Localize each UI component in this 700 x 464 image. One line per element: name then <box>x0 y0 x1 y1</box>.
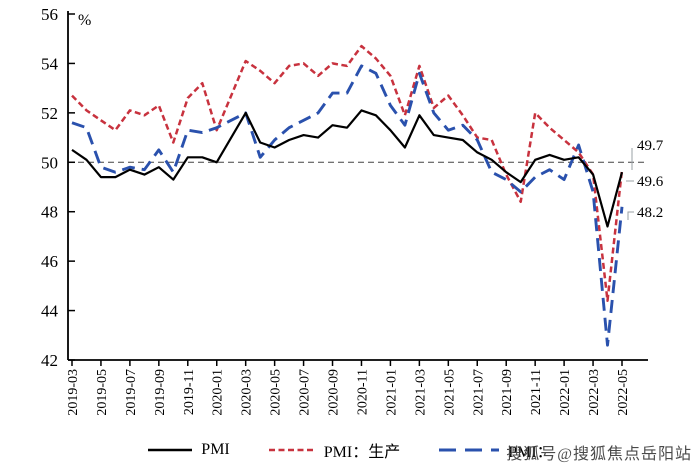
x-tick-label: 2020-03 <box>240 369 255 416</box>
end-value-label-2: 48.2 <box>637 205 663 221</box>
x-tick-label: 2022-01 <box>558 369 573 416</box>
y-tick-label: 42 <box>41 351 58 370</box>
x-tick-label: 2020-01 <box>211 369 226 416</box>
legend-sample-pmi-line <box>148 448 193 452</box>
x-tick-label: 2021-05 <box>442 369 457 416</box>
x-tick-label: 2019-11 <box>182 369 197 415</box>
watermark-text: 搜狐号@搜狐焦点岳阳站 <box>506 446 692 463</box>
series-line-1 <box>71 44 624 302</box>
leader-line-neworders <box>627 211 634 220</box>
x-tick-label: 2021-09 <box>500 369 515 416</box>
x-tick-label: 2020-07 <box>298 369 313 416</box>
y-tick-label: 50 <box>41 153 58 172</box>
x-tick-label: 2022-05 <box>616 369 631 416</box>
x-tick-label: 2019-05 <box>95 369 110 416</box>
y-tick-label: 54 <box>41 54 59 73</box>
end-value-label-0: 49.7 <box>637 138 664 154</box>
x-tick-label: 2019-09 <box>153 369 168 416</box>
legend-label-third-series: PMI： <box>508 444 553 461</box>
x-tick-label: 2020-11 <box>355 369 370 415</box>
end-value-label-1: 49.6 <box>637 174 664 190</box>
legend-sample-production-line <box>268 448 315 452</box>
x-tick-label: 2020-05 <box>269 369 284 416</box>
x-tick-label: 2019-03 <box>66 369 81 416</box>
x-tick-label: 2020-09 <box>327 369 342 416</box>
y-tick-label: 44 <box>41 302 59 321</box>
legend-item-production: PMI：生产 <box>268 438 400 462</box>
y-tick-label: 52 <box>41 104 58 123</box>
x-tick-label: 2022-03 <box>587 369 602 416</box>
y-tick-label: 56 <box>41 5 58 24</box>
x-tick-label: 2021-11 <box>529 369 544 415</box>
x-tick-label: 2021-07 <box>471 369 486 416</box>
legend-label-pmi: PMI <box>201 441 230 458</box>
x-tick-label: 2021-03 <box>413 369 428 416</box>
x-tick-label: 2021-01 <box>384 369 399 416</box>
x-tick-label: 2019-07 <box>124 369 139 416</box>
legend-item-pmi: PMI <box>147 441 230 459</box>
y-axis-unit-label: % <box>78 12 91 29</box>
series-line-2 <box>71 64 624 347</box>
series-line-0 <box>71 109 624 228</box>
chart-legend: PMI PMI：生产 PMI： <box>0 436 700 464</box>
legend-sample-third-line <box>439 448 500 452</box>
y-tick-label: 46 <box>41 252 58 271</box>
y-tick-label: 48 <box>41 203 58 222</box>
legend-label-production: PMI：生产 <box>323 444 401 461</box>
legend-item-third-series: PMI： <box>438 438 553 462</box>
